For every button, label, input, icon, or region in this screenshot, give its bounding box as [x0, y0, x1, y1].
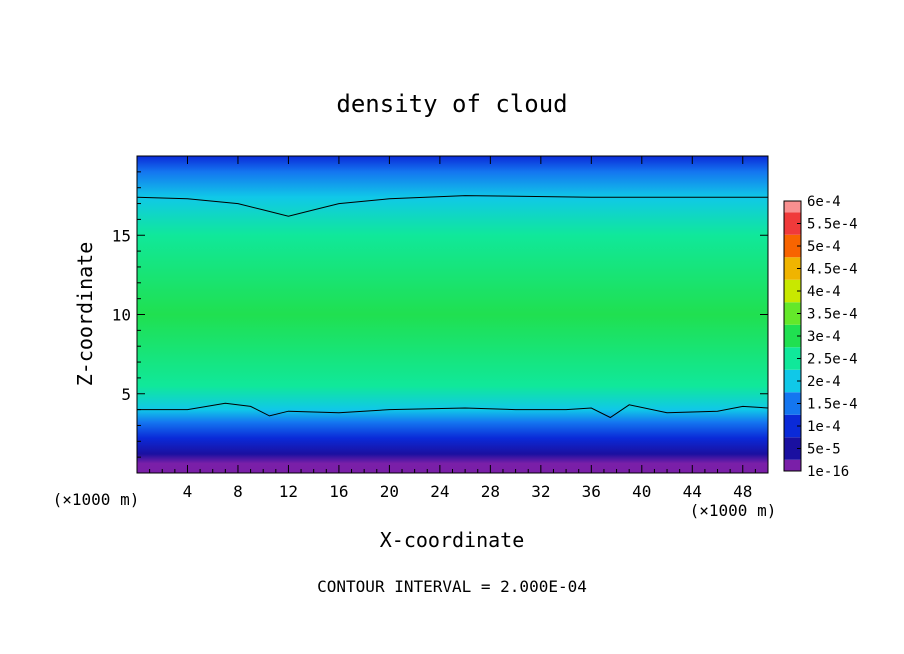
colorbar-swatch	[784, 324, 801, 348]
colorbar-swatch	[784, 437, 801, 460]
contour-interval-note: CONTOUR INTERVAL = 2.000E-04	[317, 577, 587, 596]
contour-lines	[137, 195, 768, 419]
y-tick-label: 15	[112, 226, 131, 245]
colorbar-label: 5.5e-4	[807, 217, 858, 233]
colorbar-swatch	[784, 257, 801, 280]
colorbar-label: 2e-4	[807, 374, 841, 390]
colorbar-label: 6e-4	[807, 194, 841, 210]
colorbar-swatch	[784, 302, 801, 325]
colorbar-label: 5e-4	[807, 239, 841, 255]
chart-title: density of cloud	[336, 90, 567, 118]
colorbar-frame	[783, 200, 802, 472]
colorbar-swatch	[784, 201, 801, 213]
x-tick-label: 12	[279, 482, 298, 501]
y-axis-ticks: 5 10 15	[112, 171, 768, 458]
colorbar-label: 1.5e-4	[807, 397, 858, 413]
colorbar-label: 5e-5	[807, 442, 841, 458]
x-tick-label: 16	[329, 482, 348, 501]
colorbar-swatch	[784, 347, 801, 370]
colorbar-label: 3.5e-4	[807, 307, 858, 323]
x-tick-label: 4	[183, 482, 193, 501]
colorbar: 1e-16 5e-5 1e-4 1.5e-4 2e-4 2.5e-4 3e-4 3.5e-4 4…	[783, 194, 858, 480]
colorbar-label: 3e-4	[807, 329, 841, 345]
colorbar-swatch	[784, 279, 801, 303]
x-tick-label: 24	[430, 482, 449, 501]
x-unit-left: (×1000 m)	[53, 490, 140, 509]
y-axis-label: Z-coordinate	[73, 242, 97, 387]
colorbar-label: 4e-4	[807, 284, 841, 300]
colorbar-label: 2.5e-4	[807, 352, 858, 368]
x-axis-label: X-coordinate	[380, 528, 525, 552]
density-field	[137, 156, 768, 473]
colorbar-swatch	[784, 459, 801, 471]
x-tick-label: 8	[233, 482, 243, 501]
x-unit-right: (×1000 m)	[690, 501, 777, 520]
colorbar-swatch	[784, 369, 801, 393]
colorbar-swatch	[784, 234, 801, 258]
x-tick-label: 32	[531, 482, 550, 501]
x-tick-label: 28	[481, 482, 500, 501]
colorbar-swatch	[784, 212, 801, 235]
x-tick-label: 48	[733, 482, 752, 501]
x-axis-ticks: 4 8 12 16 20 24 28 32 36 40 44 48	[149, 156, 756, 501]
colorbar-label: 1e-4	[807, 419, 841, 435]
y-tick-label: 5	[121, 385, 131, 404]
contour-line-0	[137, 195, 768, 217]
plot-area	[137, 156, 768, 473]
colorbar-swatch	[784, 392, 801, 415]
contour-line-1	[137, 402, 768, 419]
colorbar-swatch	[784, 414, 801, 438]
x-tick-label: 40	[632, 482, 651, 501]
x-tick-label: 44	[683, 482, 702, 501]
colorbar-label: 4.5e-4	[807, 262, 858, 278]
x-tick-label: 36	[582, 482, 601, 501]
colorbar-label: 1e-16	[807, 464, 849, 480]
y-tick-label: 10	[112, 306, 131, 325]
x-tick-label: 20	[380, 482, 399, 501]
